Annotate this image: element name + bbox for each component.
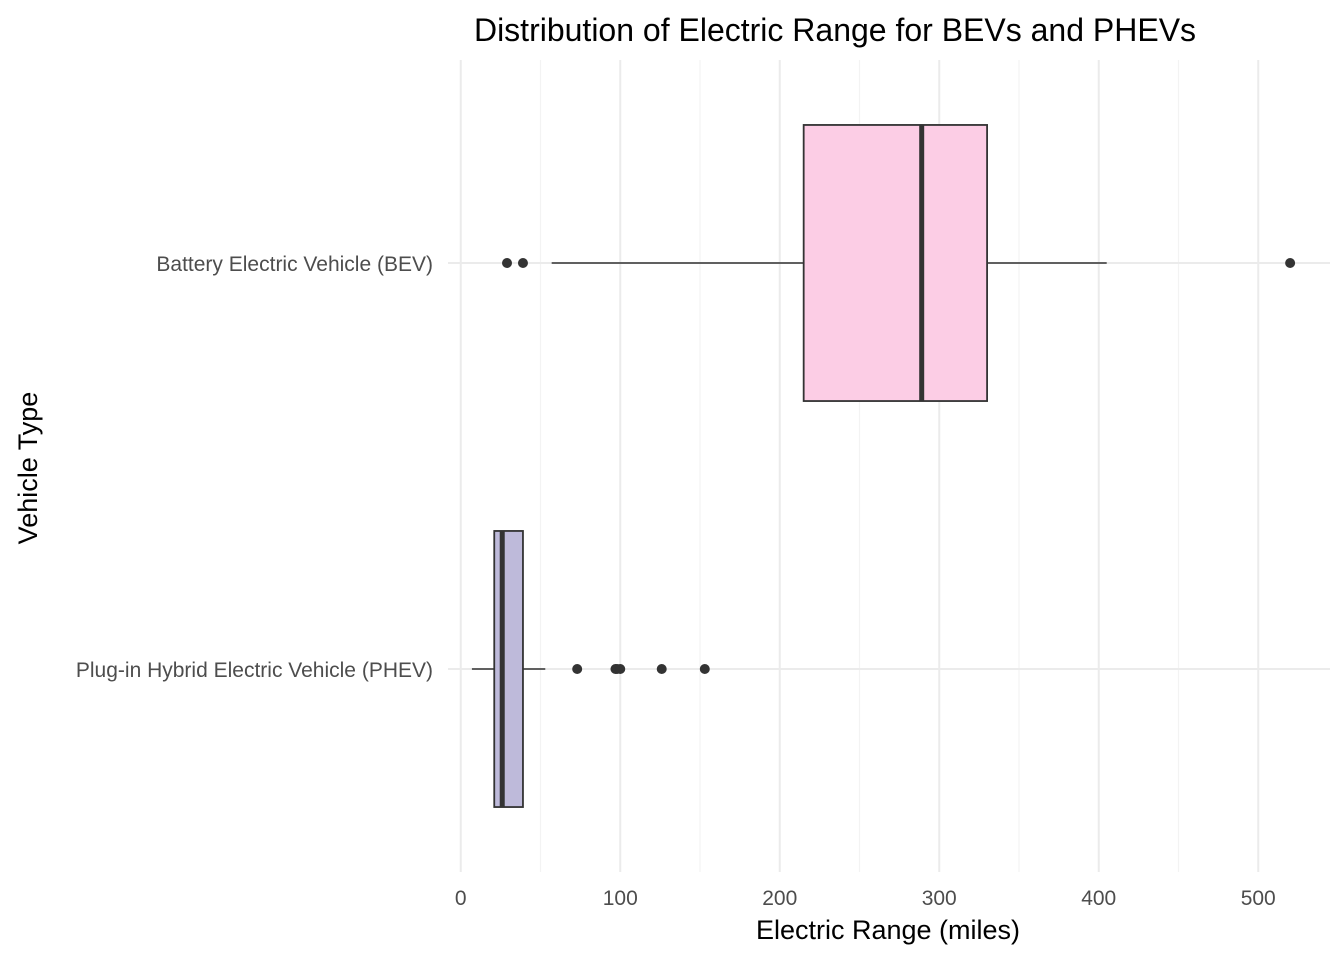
iqr-box [493,530,524,808]
x-tick-label: 0 [455,887,467,910]
x-axis-title: Electric Range (miles) [756,915,1020,945]
x-tick-label: 400 [1081,887,1116,910]
outlier-point [699,664,710,674]
outlier-point [572,664,583,674]
box-layer [471,124,1296,808]
x-tick-label: 500 [1241,887,1276,910]
iqr-box [802,124,988,402]
x-tick-label: 100 [603,887,638,910]
x-tick-label: 300 [922,887,957,910]
outlier-point [517,258,528,268]
outlier-point [502,258,513,268]
y-tick-label: Battery Electric Vehicle (BEV) [156,253,433,276]
x-tick-label: 200 [762,887,797,910]
y-axis-title: Vehicle Type [13,392,43,545]
outlier-point [615,664,626,674]
tick-labels: 0 100 200 300 400 500 Battery Electric Vehicle… [76,253,1276,910]
outlier-point [656,664,667,674]
chart-title: Distribution of Electric Range for BEVs … [474,12,1196,48]
y-tick-label: Plug-in Hybrid Electric Vehicle (PHEV) [76,659,433,682]
box-group [502,124,1296,402]
outlier-point [1285,258,1296,268]
box-group [471,530,710,808]
